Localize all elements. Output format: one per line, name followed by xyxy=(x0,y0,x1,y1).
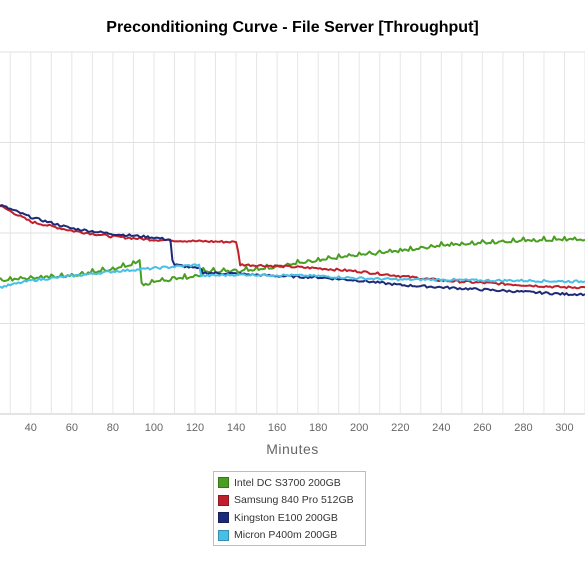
series-layer xyxy=(0,204,585,297)
legend-item[interactable]: Samsung 840 Pro 512GB xyxy=(218,492,365,510)
x-tick-label: 280 xyxy=(514,422,532,434)
x-tick-label: 100 xyxy=(145,422,163,434)
series-line-0 xyxy=(0,235,585,287)
x-tick-label: 300 xyxy=(555,422,573,434)
series-line-3 xyxy=(0,263,585,289)
x-tick-label: 160 xyxy=(268,422,286,434)
legend-label: Kingston E100 200GB xyxy=(234,511,338,524)
x-tick-labels: 40 60 80 100 120 140 160 180 200 220 240 260 280 300 xyxy=(25,422,574,434)
legend-swatch xyxy=(218,477,229,489)
x-tick-label: 220 xyxy=(391,422,409,434)
legend-label: Intel DC S3700 200GB xyxy=(234,476,341,489)
x-tick-label: 80 xyxy=(107,422,119,434)
legend-item[interactable]: Kingston E100 200GB xyxy=(218,509,365,527)
legend-swatch xyxy=(218,529,229,541)
x-tick-label: 260 xyxy=(473,422,491,434)
x-tick-label: 200 xyxy=(350,422,368,434)
series-line-2 xyxy=(0,204,585,297)
x-axis-label: Minutes xyxy=(266,441,319,457)
legend-label: Micron P400m 200GB xyxy=(234,529,338,542)
x-tick-label: 140 xyxy=(227,422,245,434)
legend-swatch xyxy=(218,494,229,506)
x-tick-label: 180 xyxy=(309,422,327,434)
x-tick-label: 60 xyxy=(66,422,78,434)
chart-plot-area: 40 60 80 100 120 140 160 180 200 220 240 260 280 300 xyxy=(0,51,585,434)
legend-item[interactable]: Micron P400m 200GB xyxy=(218,527,365,545)
series-line-1 xyxy=(0,205,585,290)
legend-label: Samsung 840 Pro 512GB xyxy=(234,494,354,507)
x-tick-label: 240 xyxy=(432,422,450,434)
legend-swatch xyxy=(218,512,229,524)
x-tick-label: 120 xyxy=(186,422,204,434)
chart-title: Preconditioning Curve - File Server [Thr… xyxy=(106,19,479,36)
x-tick-label: 40 xyxy=(25,422,37,434)
legend: Intel DC S3700 200GB Samsung 840 Pro 512G… xyxy=(213,471,366,546)
legend-item[interactable]: Intel DC S3700 200GB xyxy=(218,474,365,492)
